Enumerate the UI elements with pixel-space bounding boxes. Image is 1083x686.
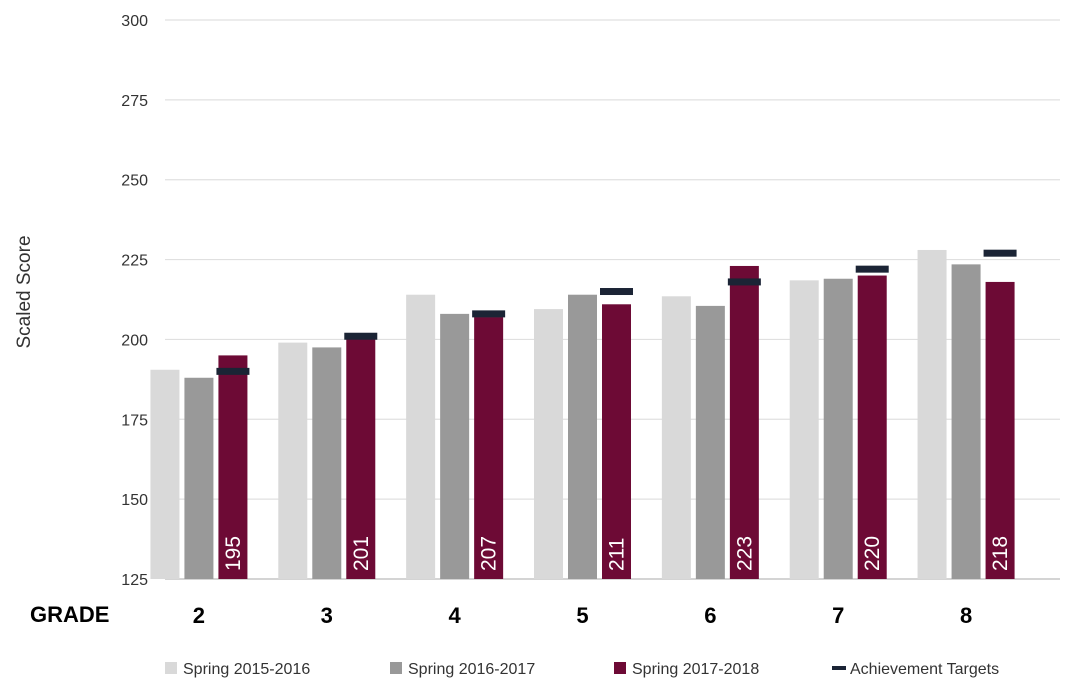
y-tick-label: 150 [121, 492, 148, 509]
y-tick-label: 125 [121, 572, 148, 589]
x-category-label: 4 [449, 603, 462, 628]
data-label: 195 [222, 536, 245, 571]
target-mark [727, 278, 761, 286]
legend-label: Spring 2016-2017 [408, 661, 535, 678]
x-category-label: 2 [193, 603, 205, 628]
legend-swatch [390, 662, 402, 674]
bar [789, 280, 819, 579]
y-tick-label: 250 [121, 173, 148, 190]
y-tick-label: 225 [121, 253, 148, 270]
x-category-label: 7 [832, 603, 844, 628]
bar [729, 265, 759, 579]
data-label: 207 [478, 536, 501, 571]
y-tick-label: 300 [121, 13, 148, 30]
bar [661, 296, 691, 579]
target-mark [216, 367, 250, 375]
x-axis-title: GRADE [30, 602, 109, 627]
bar [534, 309, 563, 579]
y-tick-label: 275 [121, 93, 148, 110]
data-label: 201 [350, 536, 373, 571]
legend-swatch [832, 666, 846, 670]
y-axis-title: Scaled Score [14, 235, 35, 348]
target-mark [344, 332, 378, 340]
x-category-label: 5 [576, 603, 588, 628]
bar [985, 281, 1015, 579]
bar [695, 305, 725, 579]
x-axis-categories: 2 3 4 5 6 7 8 [193, 603, 972, 628]
y-axis-ticks: 125 150 175 200 225 250 275 300 [121, 13, 148, 589]
legend-label: Spring 2017-2018 [632, 661, 759, 678]
bar [857, 275, 887, 579]
y-tick-label: 200 [121, 332, 148, 349]
target-mark [855, 265, 889, 273]
bar [440, 313, 470, 579]
bar [406, 294, 436, 579]
x-category-label: 8 [960, 603, 972, 628]
target-mark [983, 249, 1017, 257]
data-labels: 195 201 207 211 223 220 218 [222, 536, 1012, 571]
legend-swatch [165, 662, 177, 674]
legend: Spring 2015-2016 Spring 2016-2017 Spring 2… [165, 661, 999, 678]
bar [823, 278, 853, 579]
target-mark [472, 310, 506, 318]
achievement-target-marks [216, 249, 1017, 375]
bar [474, 317, 504, 579]
bar [346, 336, 376, 579]
bar [917, 249, 947, 579]
bar [278, 342, 308, 579]
bars [150, 249, 1015, 579]
y-tick-label: 175 [121, 412, 148, 429]
bar [184, 377, 214, 579]
x-category-label: 6 [704, 603, 716, 628]
x-category-label: 3 [321, 603, 333, 628]
bar [602, 304, 631, 579]
data-label: 218 [989, 536, 1012, 571]
legend-label: Achievement Targets [850, 661, 999, 678]
target-mark [600, 288, 633, 296]
bar [568, 294, 597, 579]
bar [218, 355, 248, 579]
legend-label: Spring 2015-2016 [183, 661, 310, 678]
legend-swatch [614, 662, 626, 674]
bar [150, 369, 180, 579]
data-label: 211 [606, 538, 629, 571]
data-label: 220 [861, 536, 884, 571]
bar [951, 264, 981, 579]
bar [312, 347, 342, 579]
data-label: 223 [733, 536, 756, 571]
